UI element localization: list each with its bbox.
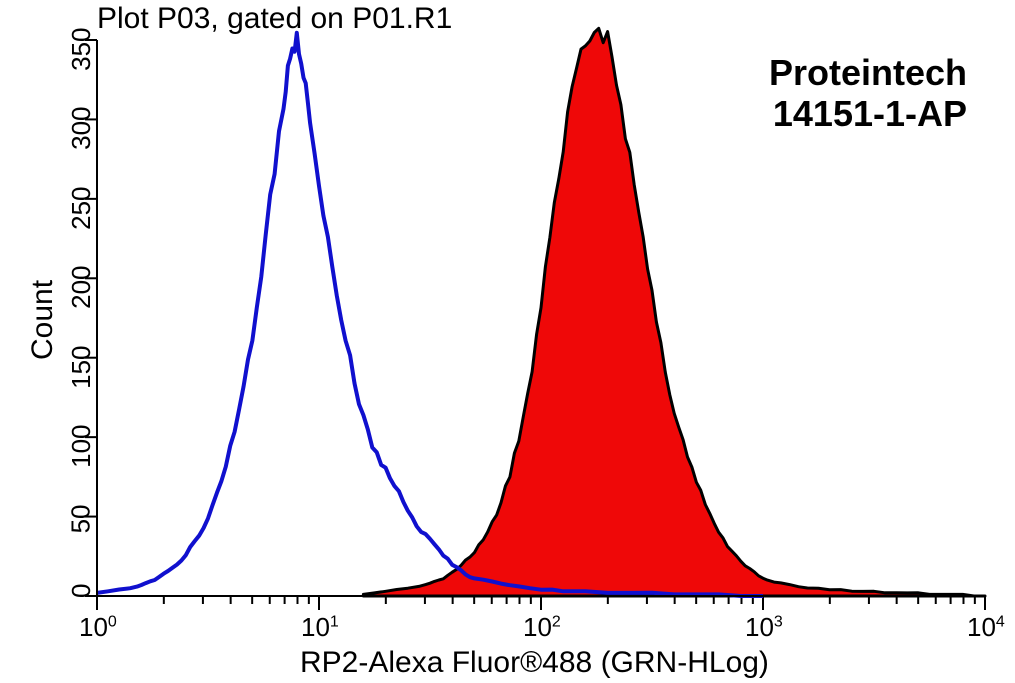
x-tick-label: 100 bbox=[79, 612, 117, 643]
y-tick-label: 350 bbox=[66, 28, 97, 71]
y-tick-label: 50 bbox=[66, 504, 97, 533]
y-tick-label: 150 bbox=[66, 345, 97, 388]
watermark-line1: Proteintech bbox=[769, 52, 967, 93]
x-axis-label: RP2-Alexa Fluor®488 (GRN-HLog) bbox=[300, 646, 769, 680]
y-tick-label: 200 bbox=[66, 266, 97, 309]
y-tick-label: 0 bbox=[66, 584, 97, 598]
y-axis-label: Count bbox=[26, 280, 60, 360]
plot-title: Plot P03, gated on P01.R1 bbox=[97, 2, 452, 36]
x-tick-label: 101 bbox=[301, 612, 339, 643]
watermark-line2: 14151-1-AP bbox=[773, 93, 967, 134]
flow-cytometry-histogram: Plot P03, gated on P01.R1 Proteintech 14… bbox=[0, 0, 1015, 683]
y-tick-label: 300 bbox=[66, 107, 97, 150]
x-tick-label: 102 bbox=[523, 612, 561, 643]
x-tick-label: 103 bbox=[745, 612, 783, 643]
brand-watermark: Proteintech 14151-1-AP bbox=[769, 52, 967, 135]
x-tick-label: 104 bbox=[967, 612, 1005, 643]
y-tick-label: 100 bbox=[66, 425, 97, 468]
y-tick-label: 250 bbox=[66, 186, 97, 229]
